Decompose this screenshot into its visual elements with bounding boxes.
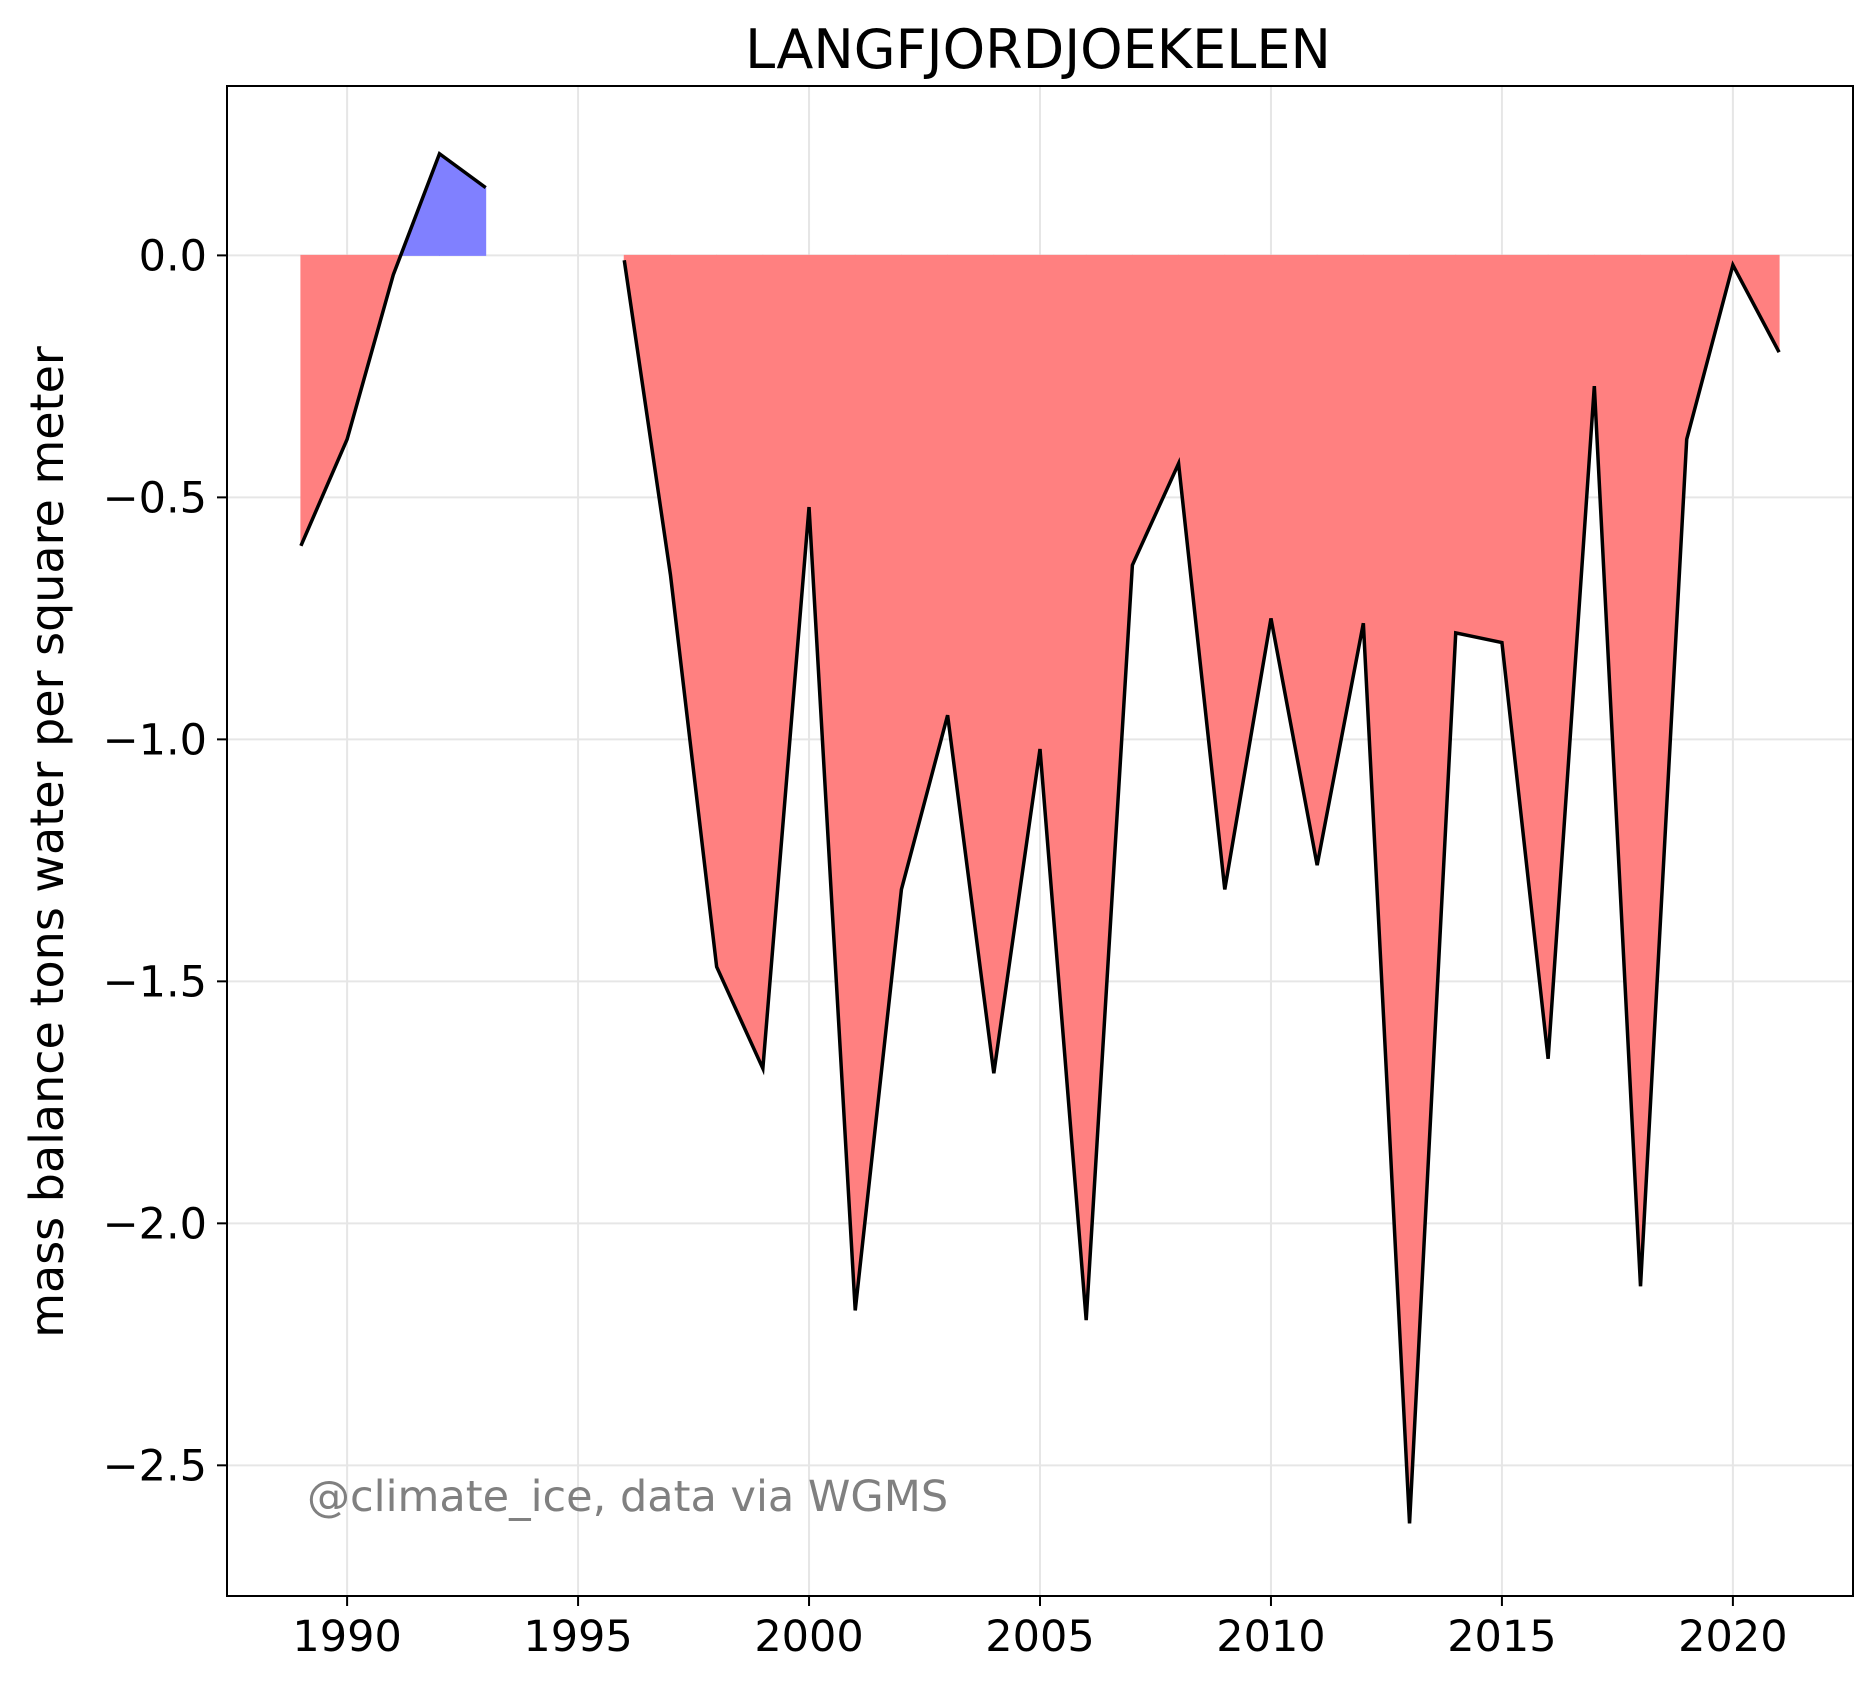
- negative-area-fill: [716, 254, 764, 1069]
- negative-area-fill: [1316, 254, 1364, 866]
- negative-area-fill: [1362, 254, 1411, 1524]
- negative-area-fill: [669, 254, 718, 967]
- area-fills: [300, 152, 1780, 1524]
- negative-area-fill: [762, 254, 810, 1069]
- negative-area-fill: [1409, 254, 1457, 1524]
- negative-area-fill: [1455, 254, 1503, 644]
- negative-area-fill: [1224, 254, 1272, 890]
- y-tick-label: −2.5: [103, 1441, 207, 1491]
- negative-area-fill: [300, 254, 348, 546]
- series-line: [622, 259, 1781, 1524]
- y-tick-label: −2.0: [103, 1199, 207, 1249]
- negative-area-fill: [993, 254, 1041, 1074]
- negative-area-fill: [1039, 254, 1087, 1321]
- negative-area-fill: [1501, 254, 1549, 1059]
- watermark-text: @climate_ice, data via WGMS: [307, 1472, 948, 1522]
- x-tick-label: 2010: [1216, 1612, 1325, 1662]
- y-tick-label: −0.5: [103, 473, 207, 523]
- y-tick-label: −1.0: [103, 715, 207, 765]
- series-lines: [299, 150, 1781, 1524]
- negative-area-fill: [1131, 254, 1180, 566]
- negative-area-fill: [900, 254, 949, 890]
- x-tick-label: 2005: [985, 1612, 1094, 1662]
- y-axis-label: mass balance tons water per square meter: [20, 346, 74, 1338]
- y-tick-label: 0.0: [139, 231, 207, 281]
- negative-area-fill: [947, 254, 995, 1074]
- chart-title: LANGFJORDJOEKELEN: [745, 18, 1331, 81]
- negative-area-fill: [854, 254, 902, 1311]
- negative-area-fill: [1178, 254, 1226, 890]
- axis-ticks: 1990 1995 2000 2005 2010 2015 2020 0.0 −0.5 −1.0 −…: [103, 231, 1788, 1662]
- x-tick-label: 2020: [1678, 1612, 1787, 1662]
- negative-area-fill: [808, 254, 856, 1311]
- series-line: [299, 150, 487, 547]
- negative-area-fill: [1085, 254, 1133, 1321]
- x-tick-label: 2015: [1447, 1612, 1556, 1662]
- x-tick-label: 1995: [523, 1612, 632, 1662]
- y-tick-label: −1.5: [103, 957, 207, 1007]
- negative-area-fill: [1270, 254, 1318, 866]
- x-tick-label: 2000: [754, 1612, 863, 1662]
- x-tick-label: 1990: [292, 1612, 401, 1662]
